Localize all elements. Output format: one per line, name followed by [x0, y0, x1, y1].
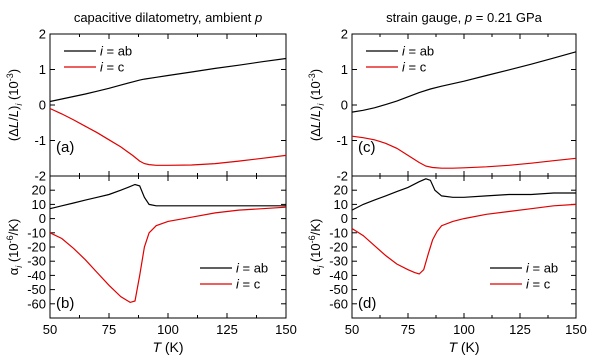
- y-tick-label: 0: [341, 211, 348, 226]
- x-tick-label: 100: [157, 322, 179, 337]
- legend-entry-c: i = c: [100, 60, 125, 75]
- legend-entry-c: i = c: [526, 277, 551, 292]
- series-line-ab: [351, 51, 577, 113]
- plot-frame: [49, 175, 287, 319]
- x-axis-label: T (K): [152, 339, 183, 355]
- y-tick-label: -2: [34, 169, 46, 184]
- chart-title: capacitive dilatometry, ambient p: [74, 10, 262, 25]
- y-tick-label: -60: [329, 296, 348, 311]
- y-tick-label: 0: [341, 98, 348, 113]
- series-line-c: [49, 107, 287, 166]
- y-tick-label: 20: [32, 183, 46, 198]
- y-tick-label: 20: [334, 183, 348, 198]
- y-tick-label: 0: [39, 98, 46, 113]
- y-tick-label: 10: [334, 197, 348, 212]
- y-tick-label: -10: [27, 225, 46, 240]
- y-tick-label: -1: [34, 133, 46, 148]
- y-tick-label: -20: [329, 240, 348, 255]
- x-tick-label: 150: [275, 322, 297, 337]
- y-tick-label: -40: [27, 268, 46, 283]
- y-axis-label: αi (10-6/K): [307, 219, 326, 276]
- chart-panel-a: -2 -1 0 1 2 capacitive dilatometry, ambient p…: [5, 10, 287, 184]
- x-tick-label: 150: [565, 322, 587, 337]
- x-tick-label: 75: [401, 322, 415, 337]
- y-tick-label: -30: [329, 254, 348, 269]
- legend-entry-c: i = c: [402, 60, 427, 75]
- y-tick-label: -50: [27, 282, 46, 297]
- legend-entry-ab: i = ab: [100, 44, 132, 59]
- series-line-ab: [49, 57, 287, 103]
- chart-panel-c: -2 -1 0 1 2 strain gauge, p = 0.21 GPa (ΔL/L)i…: [307, 10, 577, 184]
- y-tick-label: 10: [32, 197, 46, 212]
- x-tick-label: 50: [345, 322, 359, 337]
- x-tick-label: 75: [102, 322, 116, 337]
- y-tick-label: -2: [336, 169, 348, 184]
- y-tick-label: -1: [336, 133, 348, 148]
- y-tick-label: -30: [27, 254, 46, 269]
- panel-label: (d): [358, 295, 376, 312]
- y-tick-label: 1: [39, 62, 46, 77]
- y-tick-label: -20: [27, 240, 46, 255]
- series-line-ab: [351, 178, 576, 211]
- x-axis-label: T (K): [448, 339, 479, 355]
- x-tick-label: 50: [43, 322, 57, 337]
- y-tick-label: 1: [341, 62, 348, 77]
- y-tick-label: 0: [39, 211, 46, 226]
- legend-entry-ab: i = ab: [236, 261, 268, 276]
- y-tick-label: 2: [341, 27, 348, 42]
- legend-entry-ab: i = ab: [402, 44, 434, 59]
- series-line-c: [351, 135, 577, 169]
- panel-label: (c): [358, 139, 376, 156]
- y-axis-label: (ΔL/L)i (10-3): [5, 69, 24, 141]
- series-line-ab: [49, 183, 286, 210]
- panel-label: (b): [56, 295, 74, 312]
- x-tick-label: 125: [216, 322, 238, 337]
- y-axis-label: (ΔL/L)i (10-3): [307, 69, 326, 141]
- plot-frame: [49, 33, 287, 177]
- y-tick-label: -10: [329, 225, 348, 240]
- legend-entry-c: i = c: [236, 277, 261, 292]
- y-tick-label: -40: [329, 268, 348, 283]
- chart-title: strain gauge, p = 0.21 GPa: [386, 10, 543, 25]
- series-line-c: [351, 203, 577, 275]
- x-tick-label: 125: [509, 322, 531, 337]
- y-tick-label: -60: [27, 296, 46, 311]
- y-tick-label: 2: [39, 27, 46, 42]
- panel-label: (a): [56, 139, 74, 156]
- y-axis-label: αi (10-6/K): [5, 219, 24, 276]
- series-line-c: [49, 206, 287, 304]
- legend-entry-ab: i = ab: [526, 261, 558, 276]
- x-tick-label: 100: [453, 322, 475, 337]
- y-tick-label: -50: [329, 282, 348, 297]
